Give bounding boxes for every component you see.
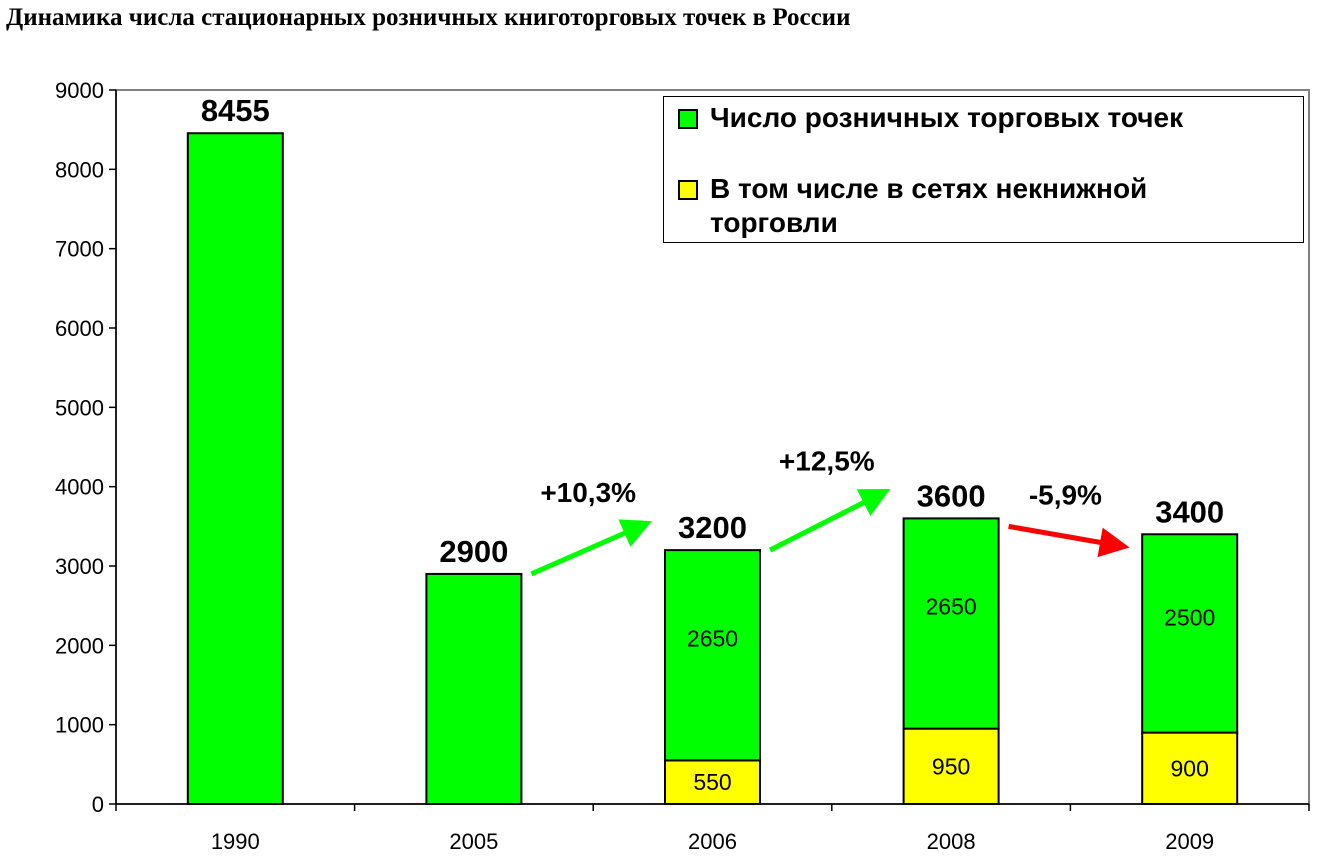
x-axis: 1990 2005 2006 2008 2009 (115, 803, 1310, 854)
bar-segment-total (664, 549, 761, 762)
bar-total-label: 3200 (678, 510, 747, 545)
y-tick-label: 7000 (55, 237, 104, 262)
y-axis: 0 1000 2000 3000 4000 5000 6000 7000 8000 9000 (55, 78, 117, 817)
change-arrow (768, 489, 891, 553)
bar-segment-non-book (902, 727, 1000, 806)
change-arrow (530, 519, 652, 577)
bar-segment-total (425, 572, 523, 806)
x-tick-label: 2006 (688, 829, 737, 854)
bar-total-label: 8455 (201, 93, 270, 128)
bar-total-label: 2900 (439, 534, 508, 569)
y-tick-label: 5000 (55, 395, 104, 420)
change-percent-label: -5,9% (1029, 479, 1102, 510)
legend: Число розничных торговых точек В том чис… (663, 96, 1304, 243)
bars: 8455 2900 550 2650 3200 950 2650 3600 900 2500 340… (186, 93, 1239, 806)
bar-total-label: 3600 (917, 478, 986, 513)
bar-value-label: 550 (693, 769, 731, 795)
x-tick-label: 2008 (927, 829, 976, 854)
bar-value-label: 950 (932, 753, 970, 779)
bar-value-label: 2650 (687, 625, 738, 651)
bar-segment-non-book (1141, 731, 1239, 805)
bar-segment-total (186, 132, 284, 805)
y-tick-label: 3000 (55, 554, 104, 579)
y-tick-label: 2000 (55, 633, 104, 658)
chart-title: Динамика числа стационарных розничных кн… (6, 4, 851, 31)
x-tick-label: 2005 (449, 829, 498, 854)
x-tick-label: 2009 (1165, 829, 1214, 854)
bar-value-label: 2650 (926, 594, 977, 620)
y-tick-label: 0 (92, 792, 104, 817)
y-tick-label: 1000 (55, 713, 104, 738)
change-arrows: +10,3% +12,5% -5,9% (530, 445, 1130, 577)
bar-total-label: 3400 (1155, 494, 1224, 529)
legend-swatch-yellow (678, 180, 698, 200)
y-tick-label: 6000 (55, 316, 104, 341)
legend-item-total: Число розничных торговых точек (678, 101, 1184, 135)
bar-segment-total (902, 517, 1000, 730)
bar-value-label: 900 (1171, 755, 1209, 781)
change-arrow (1008, 523, 1130, 558)
y-tick-label: 8000 (55, 157, 104, 182)
legend-swatch-green (678, 109, 698, 129)
change-percent-label: +12,5% (779, 445, 875, 476)
legend-label-total: Число розничных торговых точек (710, 102, 1184, 133)
legend-item-non-book: В том числе в сетях некнижной торговли (678, 172, 1250, 240)
bar-value-label: 2500 (1164, 605, 1215, 631)
bar-segment-total (1141, 533, 1239, 734)
legend-label-non-book: В том числе в сетях некнижной торговли (710, 173, 1148, 238)
change-percent-label: +10,3% (540, 477, 636, 508)
y-tick-label: 9000 (55, 78, 104, 103)
x-tick-label: 1990 (211, 829, 260, 854)
y-tick-label: 4000 (55, 475, 104, 500)
